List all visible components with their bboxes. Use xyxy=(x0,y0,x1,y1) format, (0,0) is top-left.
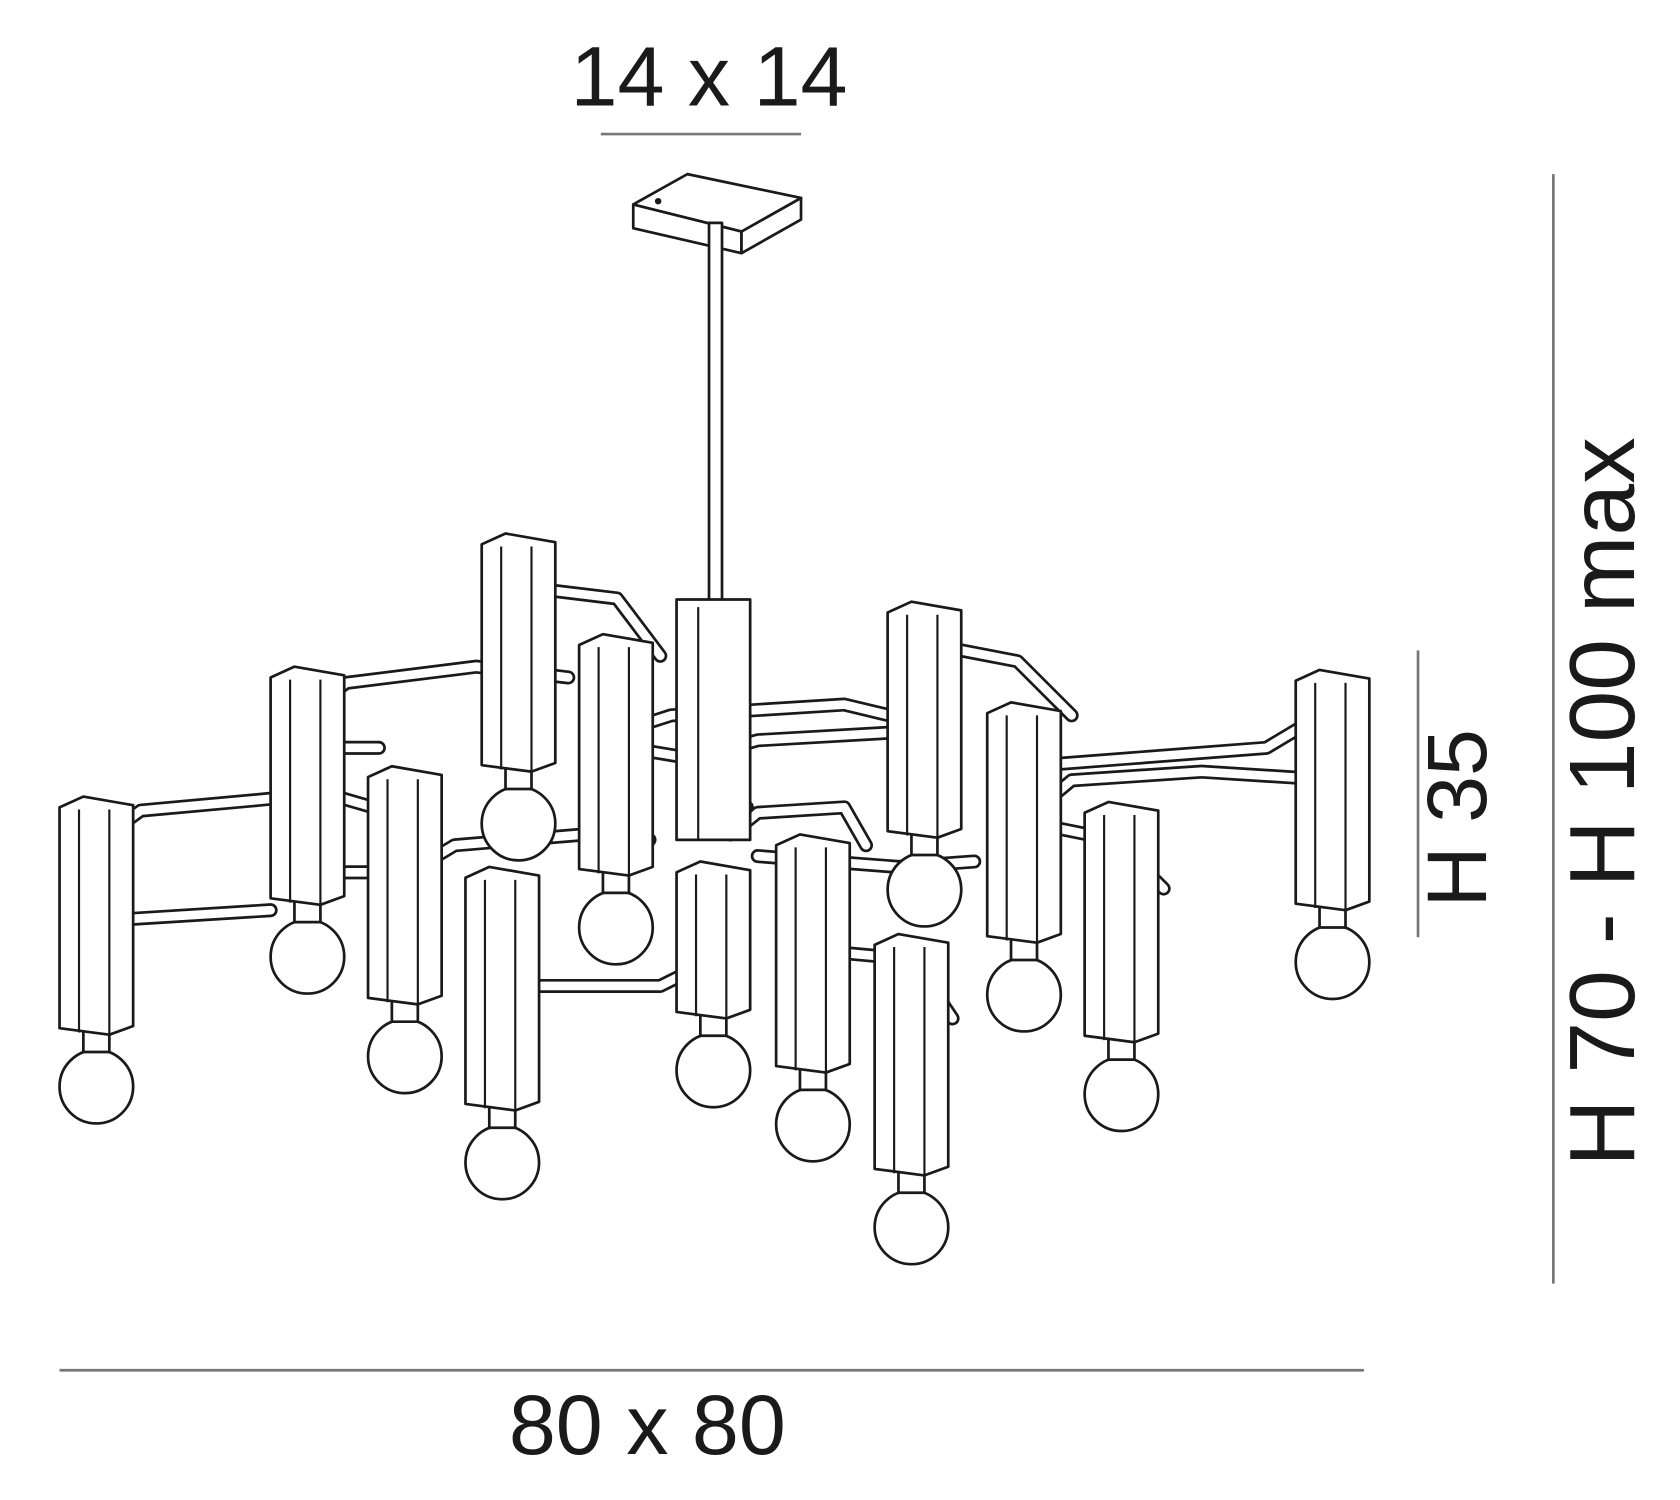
bulb xyxy=(480,785,557,862)
bulb xyxy=(873,1189,950,1266)
lamp xyxy=(1294,668,1371,1001)
bar xyxy=(873,932,950,1177)
lamp xyxy=(675,860,752,1109)
bulb xyxy=(269,918,346,995)
body-height-label: H 35 xyxy=(1410,729,1504,907)
arm-fill xyxy=(956,646,1076,720)
bar xyxy=(480,532,557,774)
bar xyxy=(1294,668,1371,912)
bulb xyxy=(58,1048,135,1125)
bulb xyxy=(774,1086,852,1163)
bar xyxy=(675,860,752,1020)
arm-fill xyxy=(1051,724,1304,769)
bar xyxy=(985,701,1063,945)
canopy xyxy=(631,172,803,604)
lamp xyxy=(58,795,135,1125)
arm-fill xyxy=(536,970,687,991)
lamp xyxy=(1083,800,1160,1133)
bulb xyxy=(985,956,1063,1033)
bulb xyxy=(886,851,963,928)
lamp xyxy=(366,764,444,1095)
lamp xyxy=(985,701,1063,1033)
width-label: 80 x 80 xyxy=(509,1378,786,1472)
bar xyxy=(1083,800,1160,1044)
bulb xyxy=(366,1018,444,1095)
bar xyxy=(366,764,444,1006)
lamp xyxy=(886,600,963,928)
lamp xyxy=(269,665,346,995)
arm-fill xyxy=(549,586,665,661)
bulb xyxy=(675,1032,752,1109)
bulb xyxy=(1083,1056,1160,1133)
canopy-label: 14 x 14 xyxy=(571,29,848,123)
lamp xyxy=(577,632,655,966)
lamp xyxy=(774,833,852,1163)
bar xyxy=(577,632,655,877)
bulb xyxy=(577,889,655,966)
lamp xyxy=(464,865,541,1201)
lamp xyxy=(480,532,557,862)
total-height-label: H 70 - H 100 max xyxy=(1550,437,1654,1166)
arm-fill xyxy=(127,905,275,924)
arm-fill xyxy=(639,700,903,729)
bulb xyxy=(1294,924,1371,1001)
bar xyxy=(269,665,346,907)
bulb xyxy=(464,1124,541,1201)
arm-fill xyxy=(1034,767,1309,812)
bar xyxy=(886,600,963,840)
bar xyxy=(58,795,135,1037)
bar xyxy=(464,865,541,1112)
light-bars xyxy=(58,532,1371,1266)
bar xyxy=(774,833,852,1074)
center-body xyxy=(675,598,752,842)
lamp xyxy=(873,932,950,1266)
